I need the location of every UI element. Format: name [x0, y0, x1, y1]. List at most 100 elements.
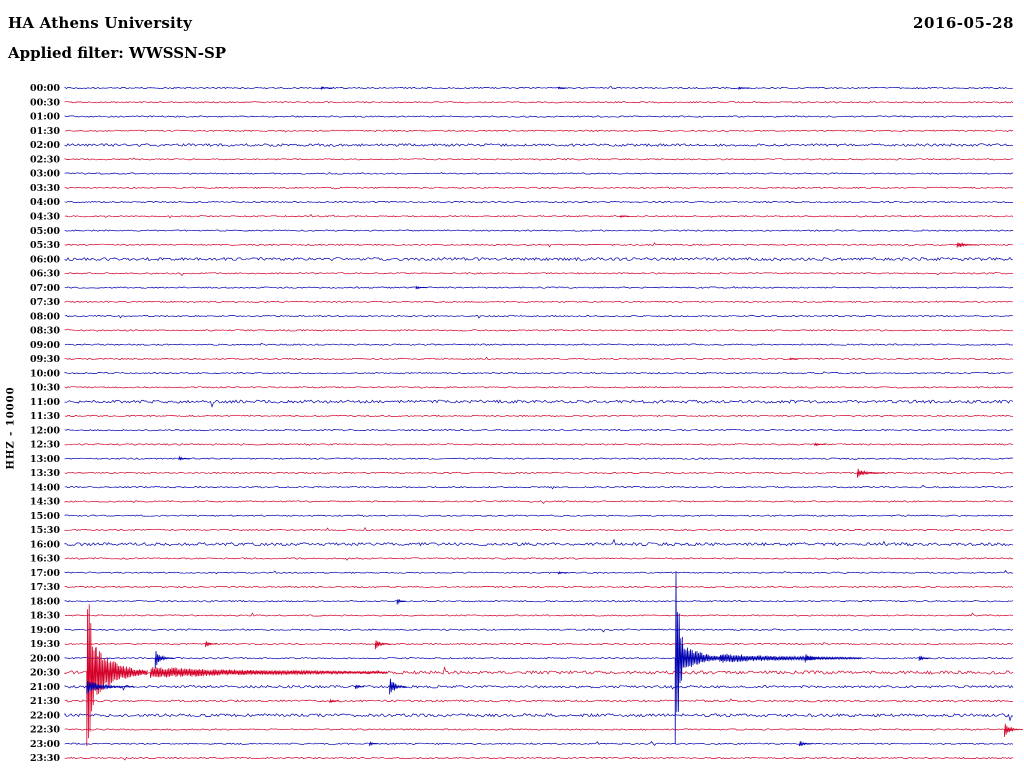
seismic-event-trace [329, 698, 339, 703]
time-label: 06:30 [30, 269, 60, 280]
time-label: 12:30 [30, 440, 60, 451]
time-label: 18:30 [30, 611, 60, 622]
time-label: 23:00 [30, 739, 60, 750]
trace-row [64, 557, 1014, 561]
seismic-event-trace [86, 681, 135, 694]
time-label: 02:30 [30, 155, 60, 166]
time-label: 15:00 [30, 511, 60, 522]
time-label: 00:00 [30, 83, 60, 94]
time-label: 18:00 [30, 596, 60, 607]
trace-row [64, 171, 1014, 175]
seismic-event-trace [674, 571, 683, 744]
seismic-event-trace [374, 640, 390, 650]
time-label: 23:30 [30, 753, 60, 764]
seismic-event-trace [95, 647, 148, 695]
trace-row [64, 728, 1014, 731]
time-label: 16:30 [30, 554, 60, 565]
trace-row [64, 386, 1014, 389]
trace-row [64, 741, 1014, 746]
time-label: 21:00 [30, 682, 60, 693]
trace-row [64, 471, 1014, 475]
trace-row [64, 538, 1014, 547]
seismic-event-trace [719, 653, 862, 663]
trace-row [64, 157, 1014, 161]
seismic-event-trace [205, 641, 217, 648]
trace-row [64, 585, 1014, 589]
time-label: 12:00 [30, 425, 60, 436]
time-label: 00:30 [30, 98, 60, 109]
trace-row [64, 101, 1014, 104]
seismic-event-trace [150, 667, 388, 679]
trace-row [64, 143, 1014, 147]
trace-row [64, 286, 1014, 289]
seismic-event-trace [415, 285, 428, 290]
trace-row [64, 514, 1014, 517]
trace-row [64, 200, 1013, 204]
time-label: 17:00 [30, 568, 60, 579]
seismic-event-trace [558, 570, 568, 575]
trace-row [64, 628, 1014, 633]
trace-row [64, 328, 1014, 332]
seismic-event-trace [86, 604, 96, 747]
seismic-event-trace [154, 650, 174, 669]
time-label: 21:30 [30, 696, 60, 707]
station-title: HA Athens University [8, 14, 192, 32]
seismic-event-trace [789, 357, 799, 361]
time-label: 17:30 [30, 582, 60, 593]
seismic-event-trace [804, 654, 827, 663]
time-label: 09:30 [30, 354, 60, 365]
seismic-event-trace [738, 86, 750, 90]
time-label: 01:30 [30, 126, 60, 137]
time-label: 01:00 [30, 112, 60, 123]
time-label: 19:00 [30, 625, 60, 636]
trace-row [64, 484, 1014, 490]
trace-row [64, 85, 1014, 90]
trace-row [64, 756, 1013, 761]
filter-label: Applied filter: WWSSN-SP [8, 44, 227, 62]
time-label: 13:30 [30, 468, 60, 479]
trace-row [64, 698, 1014, 703]
report-date: 2016-05-28 [913, 14, 1014, 32]
time-label: 07:00 [30, 283, 60, 294]
trace-row [64, 314, 1014, 319]
time-label: 08:30 [30, 326, 60, 337]
trace-row [64, 242, 1013, 248]
trace-row [64, 186, 1014, 190]
seismic-event-trace [389, 678, 407, 695]
seismic-event-trace [558, 86, 568, 90]
time-label: 22:30 [30, 725, 60, 736]
time-label: 20:30 [30, 668, 60, 679]
seismic-event-trace [619, 214, 629, 218]
trace-row [64, 428, 1014, 432]
time-label: 03:30 [30, 183, 60, 194]
trace-row [64, 414, 1014, 418]
trace-row [64, 229, 1014, 232]
seismic-event-trace [178, 455, 191, 461]
trace-row [64, 300, 1013, 303]
seismic-event-trace [396, 598, 407, 605]
trace-row [64, 457, 1014, 460]
time-label: 11:30 [30, 411, 60, 422]
time-label: 22:00 [30, 710, 60, 721]
seismic-event-trace [355, 684, 365, 690]
time-label: 08:00 [30, 311, 60, 322]
time-label: 09:00 [30, 340, 60, 351]
trace-row [64, 213, 1014, 219]
trace-row [64, 342, 1014, 346]
trace-row [64, 129, 1014, 133]
seismic-event-trace [918, 655, 931, 661]
time-label: 07:30 [30, 297, 60, 308]
trace-row [64, 712, 1014, 722]
seismic-event-trace [814, 442, 826, 447]
time-label: 06:00 [30, 254, 60, 265]
header: HA Athens University 2016-05-28 [8, 14, 1014, 32]
time-label: 14:00 [30, 482, 60, 493]
trace-row [64, 115, 1014, 118]
trace-row [64, 612, 1014, 617]
seismic-event-trace [956, 242, 978, 248]
trace-row [64, 526, 1014, 532]
trace-row [64, 499, 1014, 504]
time-label: 13:00 [30, 454, 60, 465]
trace-row [64, 642, 1014, 646]
